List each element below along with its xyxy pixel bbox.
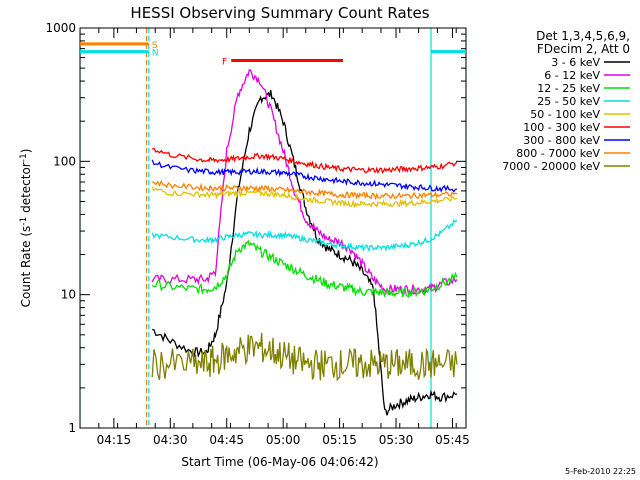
legend-label-4: 50 - 100 keV [530,108,600,121]
state-bar-label-3: F [222,58,227,68]
legend-header-1: FDecim 2, Att 0 [537,42,630,56]
series-line-2 [151,239,458,299]
legend-label-8: 7000 - 20000 keV [502,160,600,173]
legend-label-6: 300 - 800 keV [523,134,600,147]
axes: SN F 1 10 100 1000 04:15 04:30 04:45 05:00 05:15 05… [45,21,469,447]
legend-label-2: 12 - 25 keV [537,82,600,95]
legend-label-1: 6 - 12 keV [544,69,600,82]
series-line-8 [151,332,458,382]
legend-label-5: 100 - 300 keV [523,121,600,134]
legend: Det 1,3,4,5,6,9,FDecim 2, Att 03 - 6 keV… [502,29,630,173]
series-line-7 [151,180,458,201]
y-tick-label-1: 10 [61,288,76,302]
x-tick-label-3: 05:00 [266,433,301,447]
legend-header-0: Det 1,3,4,5,6,9, [536,29,630,43]
legend-label-7: 800 - 7000 keV [516,147,600,160]
y-axis-label: Count Rate (s-1 detector-1) [19,149,33,308]
y-tick-label-2: 100 [53,154,76,168]
x-tick-label-2: 04:45 [209,433,244,447]
series-line-6 [151,159,458,193]
state-bar-label-1: N [152,49,159,59]
series-line-0 [152,89,458,416]
series-line-5 [151,147,458,175]
legend-label-0: 3 - 6 keV [551,56,600,69]
series-line-4 [151,186,458,209]
x-tick-label-6: 05:45 [435,433,470,447]
state-bar-label-0: S [152,41,158,51]
plot-frame [79,27,467,429]
plot-area [80,28,466,428]
y-tick-label-0: 1 [68,421,76,435]
x-tick-label-1: 04:30 [153,433,188,447]
x-tick-label-5: 05:30 [379,433,414,447]
series-line-1 [151,68,458,296]
x-axis-label: Start Time (06-May-06 04:06:42) [181,455,378,469]
x-tick-label-0: 04:15 [97,433,132,447]
series-line-3 [151,219,458,253]
timestamp: 5-Feb-2010 22:25 [565,467,636,476]
y-tick-label-3: 1000 [45,21,76,35]
legend-label-3: 25 - 50 keV [537,95,600,108]
chart-title: HESSI Observing Summary Count Rates [130,4,429,22]
x-tick-label-4: 05:15 [322,433,357,447]
